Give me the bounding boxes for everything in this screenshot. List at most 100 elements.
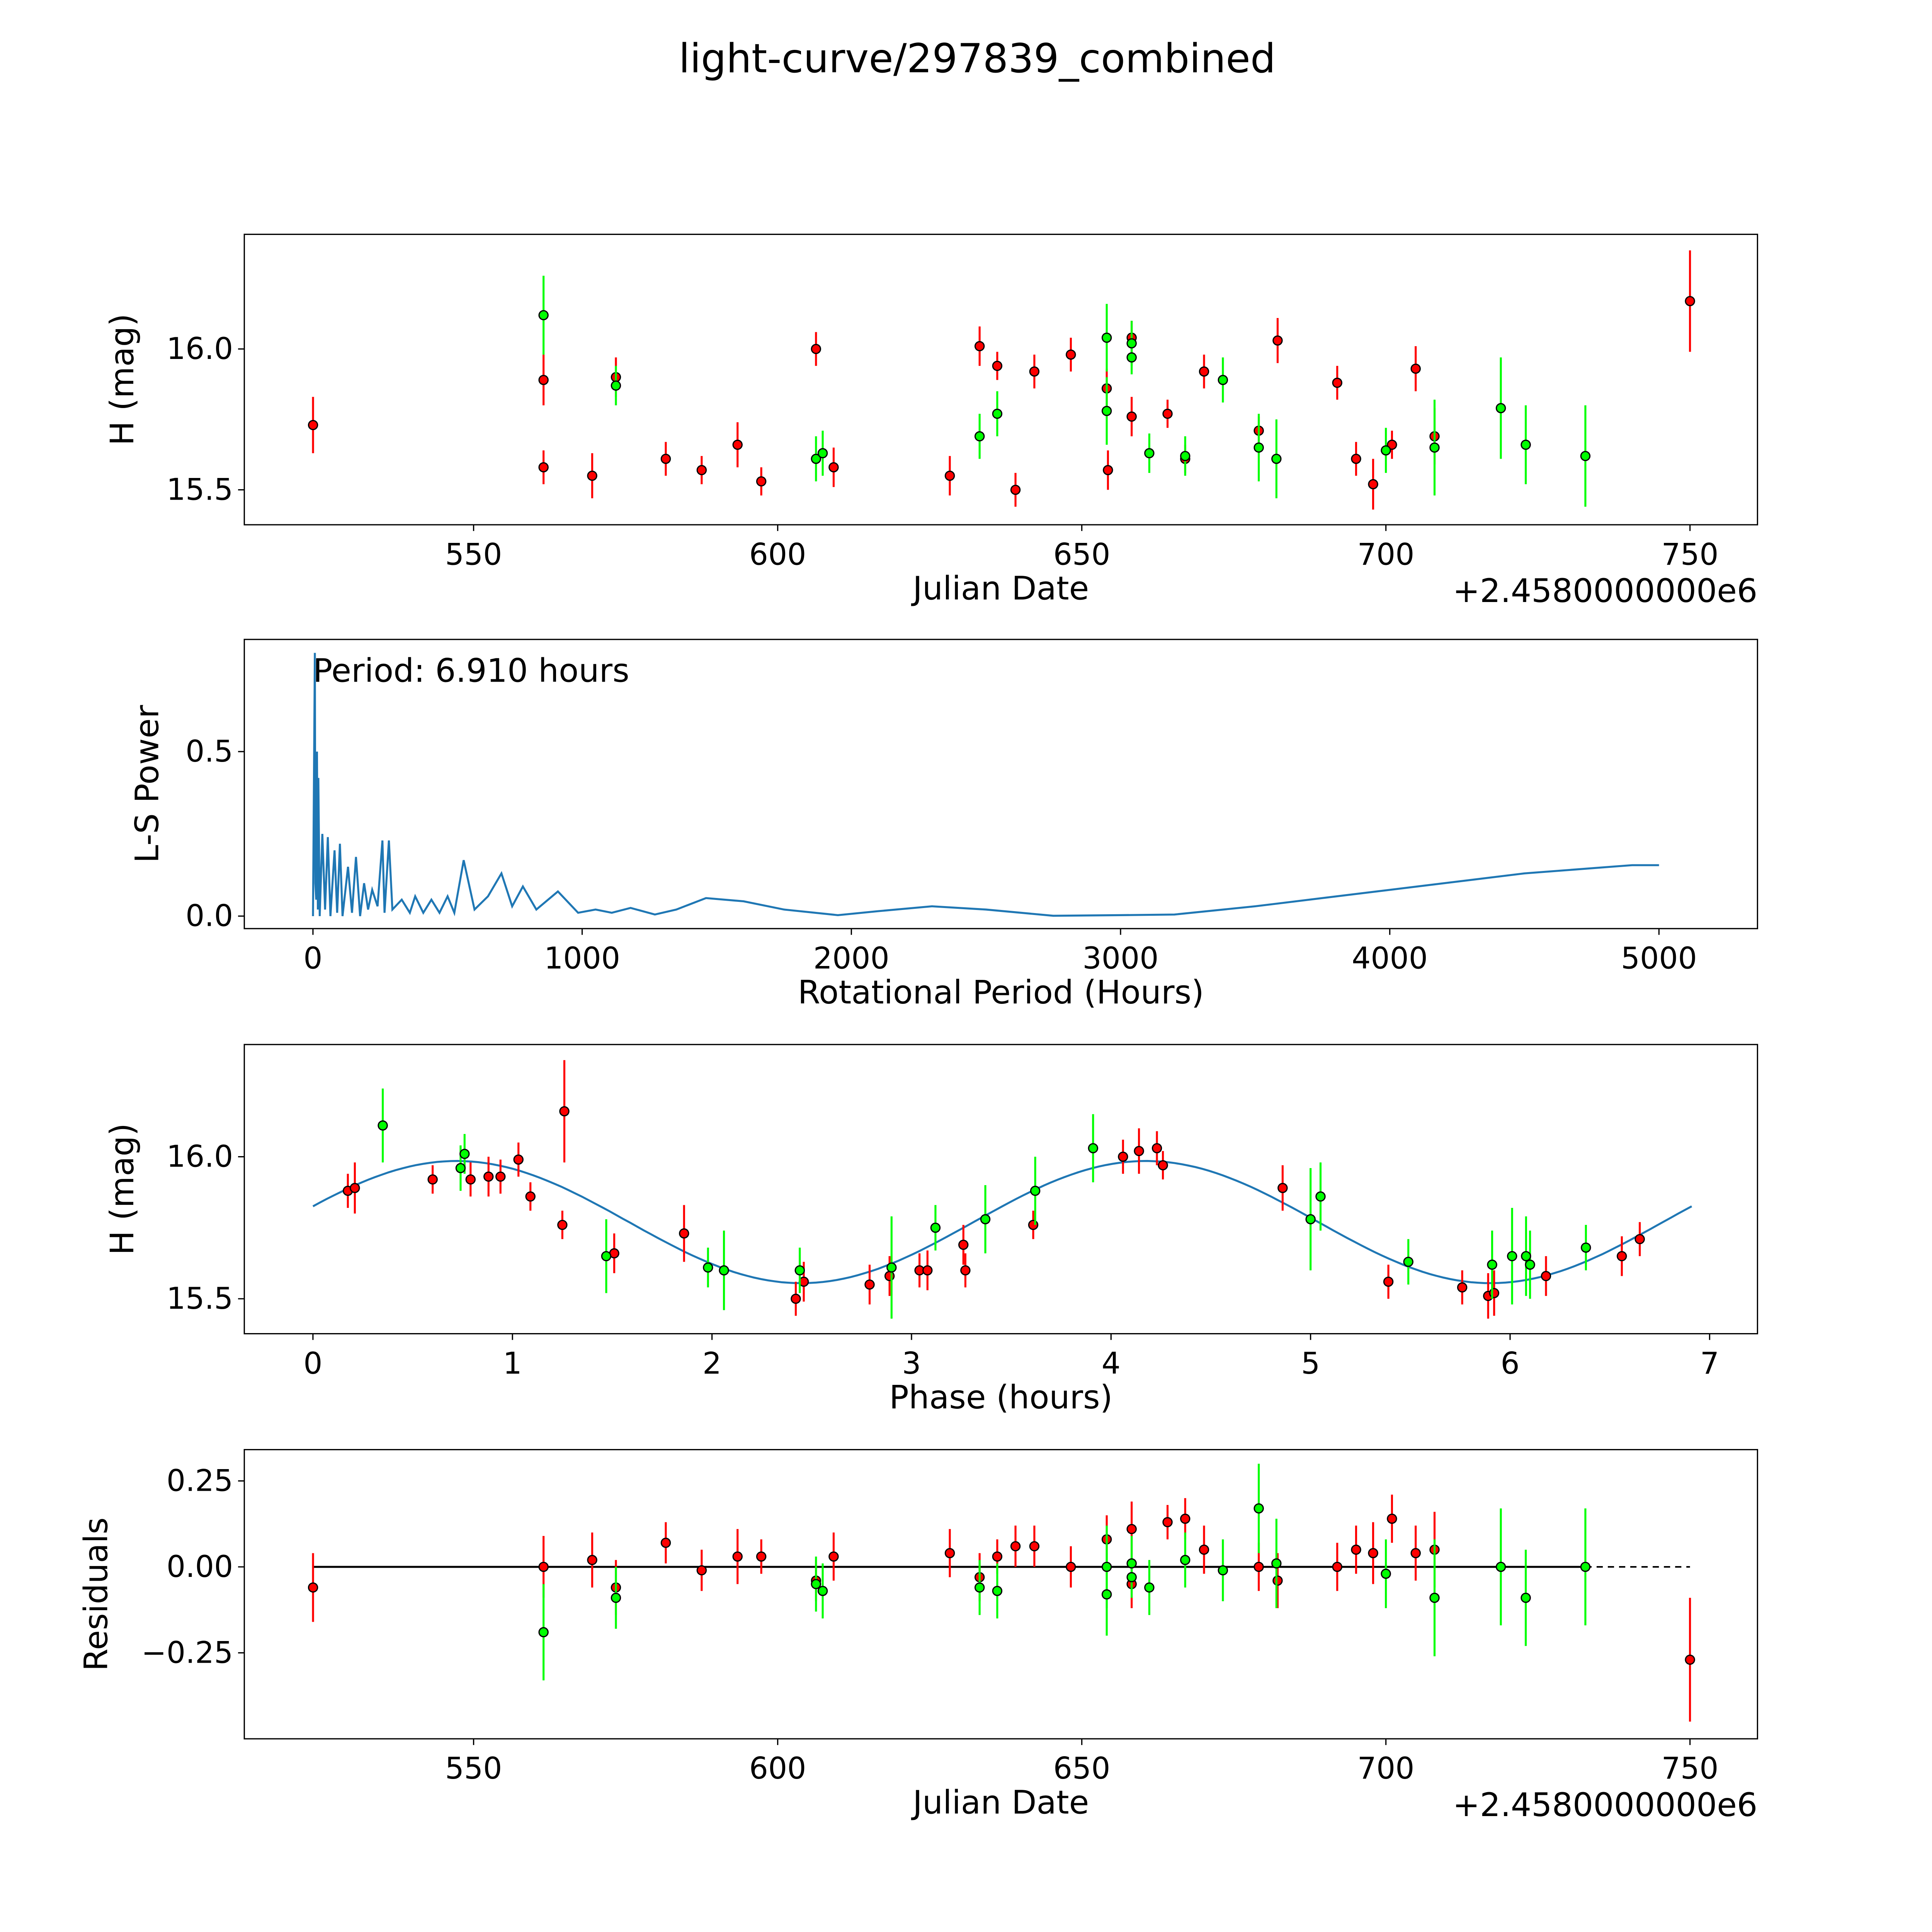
x-axis-label: Rotational Period (Hours) <box>798 973 1204 1011</box>
green-data-point <box>1487 1259 1497 1270</box>
green-data-point <box>886 1262 897 1273</box>
red-data-point <box>1180 1514 1190 1524</box>
green-data-point <box>794 1265 805 1276</box>
x-tick-label: 5 <box>1301 1346 1320 1381</box>
green-data-point <box>1101 332 1112 343</box>
x-tick-label: 1000 <box>544 941 620 976</box>
red-data-point <box>1253 1561 1264 1572</box>
red-data-point <box>922 1265 933 1276</box>
x-tick-label: 5000 <box>1621 941 1697 976</box>
red-data-point <box>1617 1251 1627 1262</box>
x-tick-label: 600 <box>749 537 806 572</box>
green-data-point <box>538 310 549 320</box>
red-data-point <box>1151 1143 1162 1153</box>
y-tick-label: 0.25 <box>167 1463 233 1498</box>
green-data-point <box>1101 1561 1112 1572</box>
red-data-point <box>1126 1524 1137 1534</box>
red-data-point <box>1199 1544 1209 1555</box>
green-data-point <box>1101 406 1112 416</box>
green-data-point <box>1271 1558 1282 1569</box>
red-data-point <box>495 1171 506 1182</box>
red-data-point <box>696 1565 707 1576</box>
period-annotation: Period: 6.910 hours <box>313 652 629 690</box>
green-data-point <box>1580 451 1591 461</box>
y-tick-label: 16.0 <box>167 332 233 366</box>
red-data-point <box>1010 485 1021 495</box>
x-tick-label: 600 <box>749 1751 806 1786</box>
red-data-point <box>732 439 743 450</box>
green-data-point <box>1144 448 1155 459</box>
red-data-point <box>992 1551 1003 1562</box>
red-data-point <box>1162 408 1173 419</box>
green-data-point <box>1580 1561 1591 1572</box>
y-tick-label: 0.0 <box>185 899 233 934</box>
x-tick-label: 4 <box>1102 1346 1121 1381</box>
axes-frame <box>243 233 1758 526</box>
y-tick-label: −0.25 <box>141 1635 233 1670</box>
red-data-point <box>660 1537 671 1548</box>
red-data-point <box>732 1551 743 1562</box>
red-data-point <box>975 341 985 352</box>
plot-area <box>308 250 1695 510</box>
green-data-point <box>455 1163 466 1173</box>
red-data-point <box>1685 296 1695 306</box>
red-data-point <box>756 476 767 487</box>
red-data-point <box>483 1171 494 1182</box>
green-data-point <box>930 1223 941 1233</box>
red-data-point <box>1066 349 1076 360</box>
panel-1: 550 600 650 700 750 15.5 16.0 Julian Date H (mag… <box>103 233 1758 610</box>
green-data-point <box>1126 352 1137 363</box>
green-data-point <box>1521 1251 1531 1262</box>
axes-frame <box>243 639 1758 929</box>
green-data-point <box>1218 1565 1228 1576</box>
x-tick-label: 550 <box>445 537 502 572</box>
red-data-point <box>538 1561 549 1572</box>
red-data-point <box>1134 1146 1144 1156</box>
green-data-point <box>1507 1251 1517 1262</box>
x-axis-label: Julian Date <box>911 1784 1089 1821</box>
red-data-point <box>1634 1234 1645 1245</box>
green-data-point <box>1101 1589 1112 1600</box>
green-data-point <box>459 1149 470 1159</box>
red-data-point <box>1685 1655 1695 1665</box>
x-tick-label: 1 <box>503 1346 522 1381</box>
x-tick-label: 4000 <box>1352 941 1428 976</box>
green-data-point <box>1520 439 1531 450</box>
red-data-point <box>679 1228 689 1239</box>
red-data-point <box>660 454 671 464</box>
panel-4: 550 600 650 700 750 −0.25 0.00 0.25 Julian Date R… <box>77 1449 1758 1824</box>
red-data-point <box>828 1551 839 1562</box>
axes-frame <box>243 1449 1758 1740</box>
red-data-point <box>1489 1288 1500 1298</box>
red-data-point <box>1272 1575 1283 1586</box>
red-data-point <box>1368 1548 1378 1558</box>
x-tick-label: 0 <box>303 941 322 976</box>
red-data-point <box>1272 335 1283 346</box>
red-data-point <box>308 1582 318 1593</box>
green-data-point <box>1180 1555 1190 1565</box>
green-data-point <box>601 1251 612 1262</box>
green-data-point <box>1581 1242 1591 1253</box>
red-data-point <box>1351 454 1361 464</box>
red-data-point <box>1066 1561 1076 1572</box>
green-data-point <box>1315 1191 1326 1202</box>
x-tick-label: 6 <box>1500 1346 1519 1381</box>
red-data-point <box>557 1219 568 1230</box>
red-data-point <box>756 1551 767 1562</box>
red-data-point <box>513 1154 524 1165</box>
panel-3: 0 1 2 3 4 5 6 7 15.5 16.0 Phase (hours) H (mag) <box>103 1044 1758 1416</box>
red-data-point <box>1028 1219 1039 1230</box>
red-data-point <box>525 1191 536 1202</box>
red-data-point <box>1199 366 1209 377</box>
green-data-point <box>817 1586 828 1596</box>
red-data-point <box>944 1548 955 1558</box>
green-data-point <box>1218 375 1228 385</box>
red-data-point <box>992 361 1003 371</box>
y-axis-label: Residuals <box>77 1517 115 1671</box>
x-tick-label: 7 <box>1700 1346 1719 1381</box>
green-data-point <box>992 408 1003 419</box>
red-data-point <box>811 344 821 354</box>
